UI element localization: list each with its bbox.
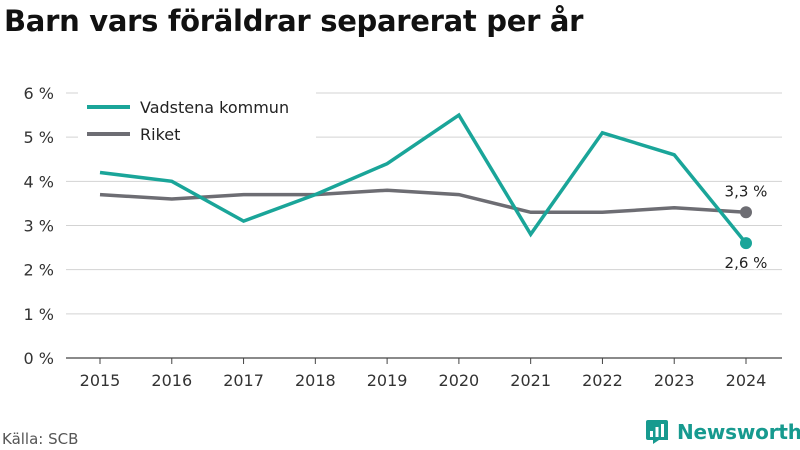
- x-tick-label: 2015: [80, 371, 121, 390]
- axes: 0 % 1 % 2 % 3 % 4 % 5 % 6 % 2015 2016 2017 2018 201…: [24, 84, 767, 390]
- source-note: Källa: SCB: [2, 430, 79, 448]
- brand-logo: Newsworthy: [645, 419, 800, 445]
- y-tick-label: 6 %: [24, 84, 54, 103]
- y-tick-label: 2 %: [24, 261, 54, 280]
- legend-label: Riket: [140, 125, 180, 144]
- legend-label: Vadstena kommun: [140, 98, 289, 117]
- x-tick-label: 2023: [654, 371, 695, 390]
- y-tick-label: 1 %: [24, 305, 54, 324]
- series-line-vadstena-kommun: [99, 112, 748, 245]
- series-line-riket: [99, 188, 747, 215]
- x-tick-label: 2019: [367, 371, 408, 390]
- end-value-label: 3,3 %: [725, 182, 768, 200]
- y-tick-label: 0 %: [24, 349, 54, 368]
- x-tick-label: 2020: [439, 371, 480, 390]
- legend-background: [78, 90, 316, 150]
- y-tick-label: 3 %: [24, 217, 54, 236]
- data-labels: 2,6 % 3,3 %: [723, 181, 769, 274]
- x-tick-label: 2024: [726, 371, 767, 390]
- y-tick-label: 5 %: [24, 128, 54, 147]
- newsworthy-logo-icon: [646, 420, 668, 444]
- x-tick-label: 2016: [151, 371, 192, 390]
- legend: Vadstena kommun Riket: [78, 90, 316, 150]
- series-lines: [99, 112, 752, 250]
- x-tick-label: 2022: [582, 371, 623, 390]
- x-tick-label: 2018: [295, 371, 336, 390]
- end-value-label: 2,6 %: [725, 254, 768, 272]
- x-tick-label: 2021: [510, 371, 551, 390]
- end-point-riket: [740, 206, 752, 219]
- x-tick-label: 2017: [223, 371, 264, 390]
- chart-title: Barn vars föräldrar separerat per år: [4, 4, 584, 38]
- end-point-vadstena-kommun: [740, 237, 752, 250]
- y-tick-label: 4 %: [24, 172, 54, 191]
- brand-name: Newsworthy: [677, 420, 800, 444]
